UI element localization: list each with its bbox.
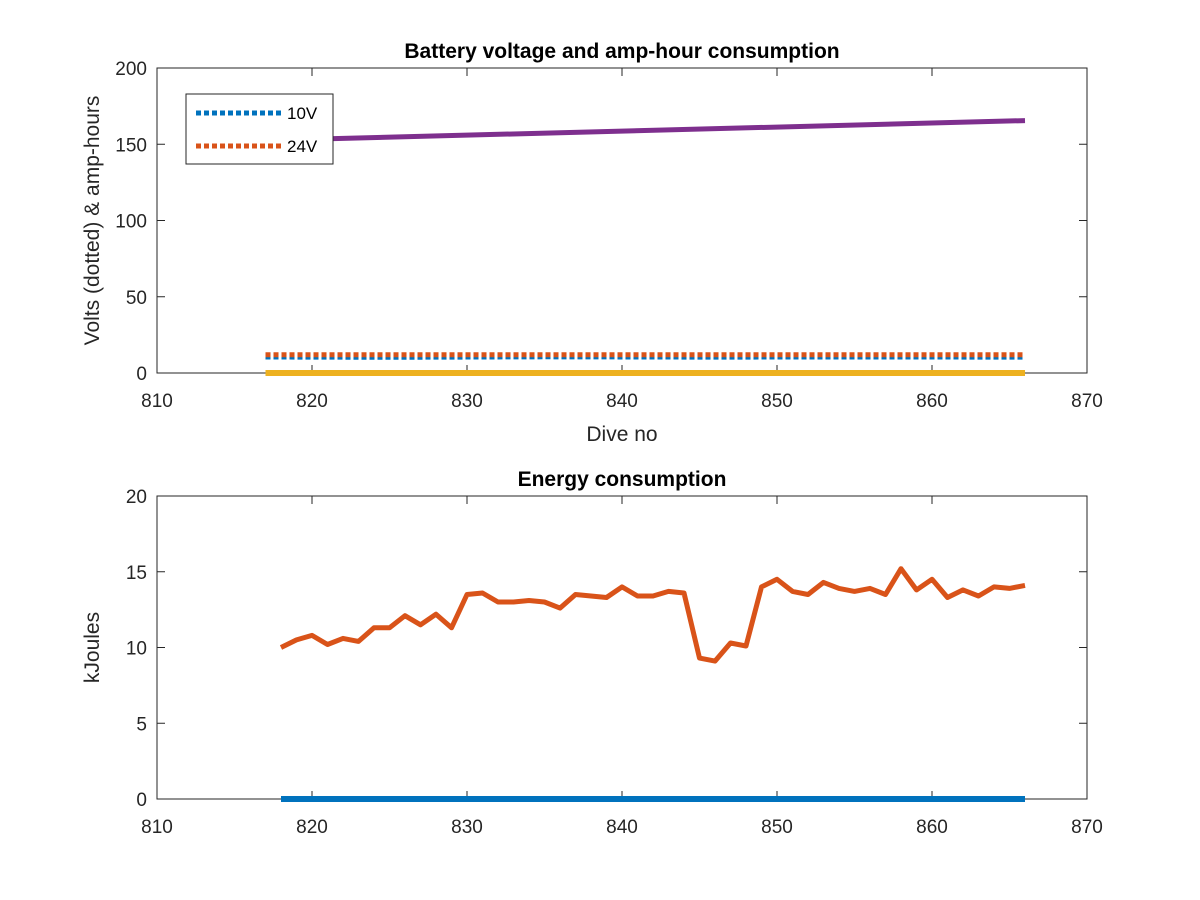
bottom-chart-title: Energy consumption [518, 468, 727, 491]
bottom-y-tick-label: 15 [126, 563, 147, 584]
bottom-y-axis-label: kJoules [81, 612, 104, 683]
top-x-tick-label: 860 [916, 391, 948, 412]
bottom-series-1-line [279, 566, 1026, 664]
top-x-tick-label: 870 [1071, 391, 1103, 412]
bottom-x-tick-label: 830 [451, 817, 483, 838]
top-y-tick-label: 150 [115, 135, 147, 156]
bottom-axes-box [156, 495, 1088, 800]
top-y-tick-label: 0 [136, 364, 147, 385]
top-y-tick-label: 100 [115, 212, 147, 233]
bottom-x-tick-label: 840 [606, 817, 638, 838]
top-chart-title: Battery voltage and amp-hour consumption [404, 40, 839, 63]
top-x-axis-label: Dive no [586, 423, 657, 446]
legend-label-24v: 24V [287, 137, 318, 156]
bottom-axes-group: 810 820 830 840 850 860 870 0 5 10 15 20 Energy cons… [81, 468, 1103, 838]
legend-label-10v: 10V [287, 104, 318, 123]
bottom-y-tick-label: 0 [136, 790, 147, 811]
top-y-tick-label: 50 [126, 288, 147, 309]
top-x-tick-label: 810 [141, 391, 173, 412]
top-axes-group: 810 820 830 840 850 860 870 0 50 100 150 200 Battery… [81, 40, 1103, 446]
top-series-4-line [265, 118, 1026, 143]
bottom-x-tick-label: 850 [761, 817, 793, 838]
top-x-tick-label: 840 [606, 391, 638, 412]
bottom-y-tick-label: 5 [136, 714, 147, 735]
bottom-y-tick-label: 20 [126, 487, 147, 508]
bottom-x-tick-label: 860 [916, 817, 948, 838]
top-x-tick-label: 820 [296, 391, 328, 412]
top-y-axis-label: Volts (dotted) & amp-hours [81, 96, 104, 346]
bottom-x-tick-label: 820 [296, 817, 328, 838]
bottom-x-tick-label: 810 [141, 817, 173, 838]
top-legend-box [185, 93, 334, 165]
top-x-tick-label: 850 [761, 391, 793, 412]
top-x-tick-label: 830 [451, 391, 483, 412]
bottom-x-tick-label: 870 [1071, 817, 1103, 838]
bottom-y-tick-label: 10 [126, 639, 147, 660]
top-y-tick-label: 200 [115, 59, 147, 80]
